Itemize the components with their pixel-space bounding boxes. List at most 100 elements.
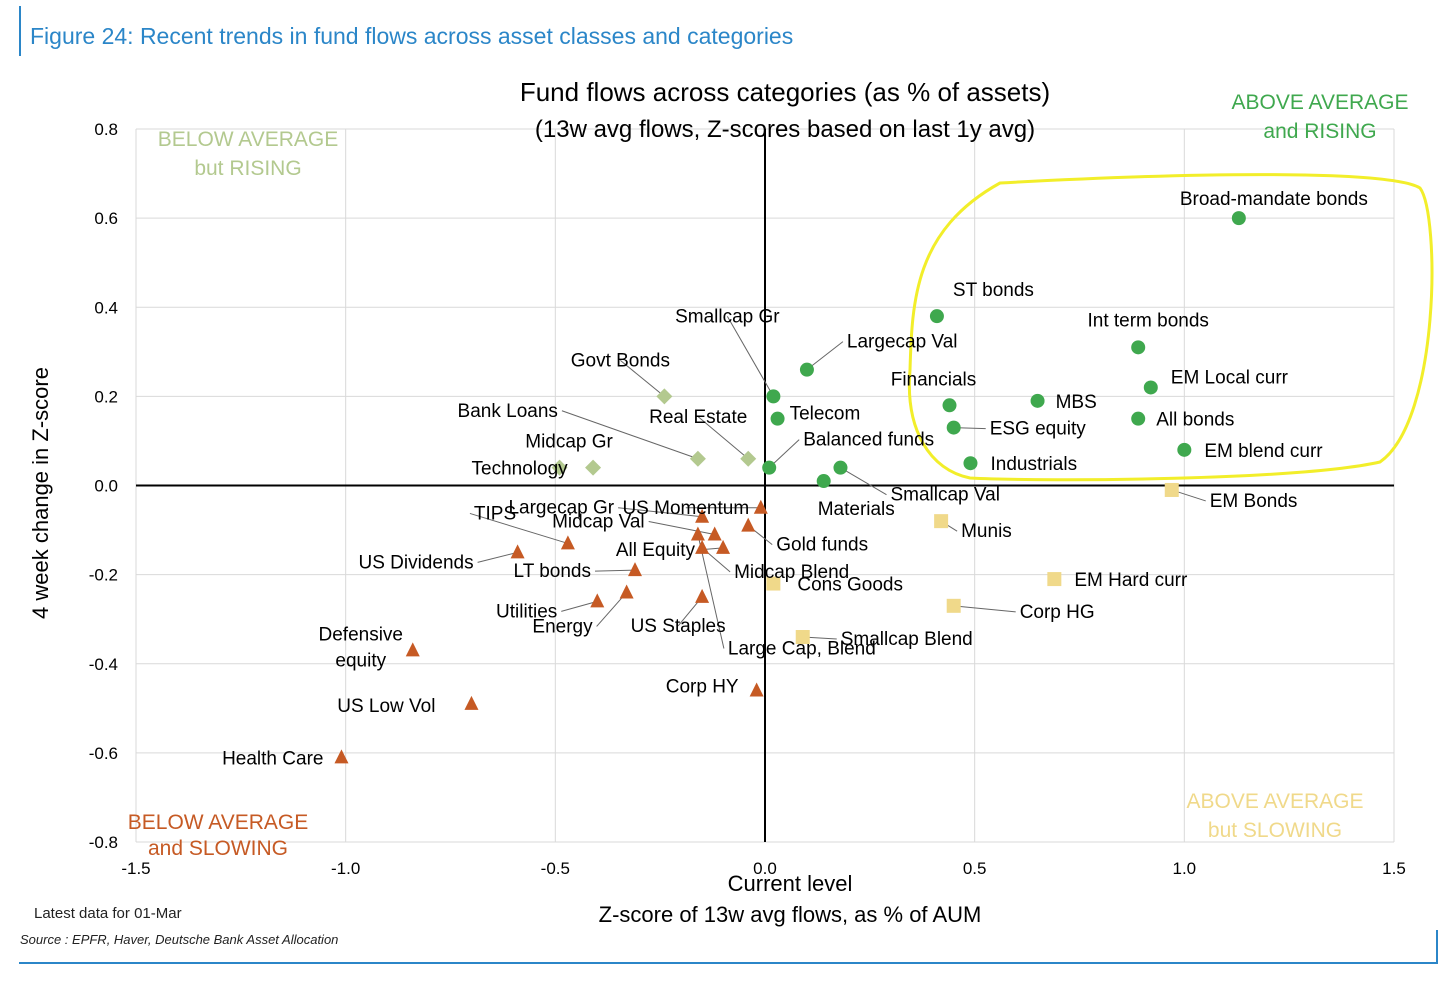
label-large-cap-blend: Large Cap, Blend [728,639,876,660]
label-em-bonds: EM Bonds [1210,491,1298,512]
y-tick-label: -0.8 [89,833,118,852]
label-mbs: MBS [1056,392,1097,413]
footer-source: Source : EPFR, Haver, Deutsche Bank Asse… [20,932,339,947]
label-us-low-vol: US Low Vol [337,696,435,717]
frame-bottom-bar [19,962,1438,964]
y-tick-label: -0.2 [89,566,118,585]
label-industrials: Industrials [990,454,1077,475]
point-energy [619,584,634,599]
leader-largecap-val [806,341,844,371]
point-industrials [963,456,978,471]
label-financials: Financials [891,369,977,390]
label-govt-bonds: Govt Bonds [571,350,670,371]
y-tick-label: -0.4 [89,655,118,674]
label-us-dividends: US Dividends [358,552,473,573]
point-em-local-curr [1143,380,1158,395]
label-midcap-val: Midcap Val [552,512,645,533]
data-points [334,211,1246,764]
label-midcap-gr: Midcap Gr [525,432,613,453]
y-tick-label: 0.4 [94,298,118,317]
leader-smallcap-gr [726,316,774,397]
label-em-blend-curr: EM blend curr [1204,441,1323,462]
y-tick-label: 0.8 [94,120,118,139]
label-em-hard-curr: EM Hard curr [1074,570,1188,591]
highlight-loop [907,173,1434,482]
label-defensive-equity: Defensive equity [319,624,404,671]
frame-right-bar [1436,930,1438,964]
leader-lines [469,316,1206,649]
label-materials: Materials [818,499,895,520]
x-tick-label: -1.0 [331,859,360,878]
leader-lt-bonds [594,569,636,572]
label-corp-hy: Corp HY [666,676,739,697]
label-telecom: Telecom [790,404,861,425]
y-tick-label: 0.6 [94,209,118,228]
point-smallcap-blend [795,630,810,645]
point-tips [560,535,575,550]
label-largecap-gr: Largecap Gr [508,498,614,519]
axes [136,129,1394,842]
point-smallcap-val [833,460,848,475]
point-us-dividends [510,544,525,559]
quadrant-label-below-slowing-1: BELOW AVERAGE [128,811,309,834]
label-us-staples: US Staples [631,616,726,637]
label-all-bonds: All bonds [1156,410,1234,431]
point-materials [816,474,831,489]
leader-us-dividends [477,551,518,563]
quadrant-label-below-slowing-2: and SLOWING [148,837,288,860]
point-health-care [334,749,349,764]
quadrant-label-above-slowing-2: but SLOWING [1208,819,1342,842]
point-govt-bonds [656,388,673,405]
label-corp-hg: Corp HG [1020,602,1095,623]
label-lt-bonds: LT bonds [514,561,591,582]
point-midcap-gr [585,459,602,476]
quadrant-label-above-rising-1: ABOVE AVERAGE [1231,91,1408,114]
point-gold-funds [741,517,756,532]
label-largecap-val: Largecap Val [847,332,958,353]
x-axis-label-2: Z-score of 13w avg flows, as % of AUM [599,902,982,927]
quadrant-label-below-rising-2: but RISING [194,157,301,180]
label-us-momentum: US Momentum [622,498,749,519]
x-tick-label: -1.5 [121,859,150,878]
point-balanced-funds [762,460,777,475]
point-st-bonds [929,309,944,324]
label-em-local-curr: EM Local curr [1171,367,1289,388]
leader-govt-bonds [620,359,665,397]
label-esg-equity: ESG equity [990,419,1087,440]
label-smallcap-val: Smallcap Val [890,485,999,506]
point-us-low-vol [464,695,479,710]
label-smallcap-gr: Smallcap Gr [675,306,780,327]
label-gold-funds: Gold funds [776,535,868,556]
chart-subtitle: (13w avg flows, Z-scores based on last 1… [535,116,1035,143]
y-axis-label: 4 week change in Z-score [28,367,53,619]
point-munis [934,514,949,529]
point-cons-goods [766,576,781,591]
label-broad-mandate-bonds: Broad-mandate bonds [1180,189,1368,210]
label-bank-loans: Bank Loans [458,401,558,422]
point-all-bonds [1131,411,1146,426]
label-energy: Energy [532,616,593,637]
quadrant-label-below-rising-1: BELOW AVERAGE [158,128,339,151]
leader-smallcap-val [840,467,887,496]
quadrant-label-above-slowing-1: ABOVE AVERAGE [1186,790,1363,813]
y-tick-label: -0.6 [89,744,118,763]
point-financials [942,398,957,413]
x-tick-label: 0.5 [963,859,987,878]
label-cons-goods: Cons Goods [797,575,903,596]
leader-midcap-val [648,521,715,536]
footer-latest-data: Latest data for 01-Mar [34,905,182,922]
label-technology: Technology [472,459,569,480]
y-tick-label: 0.2 [94,387,118,406]
label-int-term-bonds: Int term bonds [1087,310,1208,331]
point-broad-mandate-bonds [1231,211,1246,226]
leader-bank-loans [561,410,699,460]
point-bank-loans [689,450,706,467]
point-all-equity [716,539,731,554]
point-technology [551,459,568,476]
point-defensive-equity [405,642,420,657]
point-corp-hg [946,598,961,613]
leader-tips [469,512,569,544]
y-tick-label: 0.0 [94,477,118,496]
leader-real-estate [697,416,749,460]
